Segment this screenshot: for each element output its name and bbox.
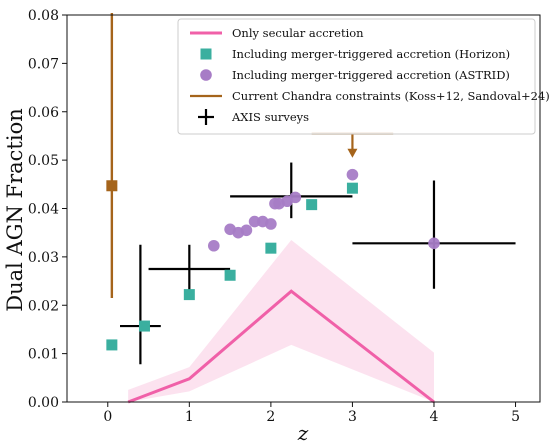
x-tick-label-2: 2 <box>266 409 275 425</box>
x-tick-label-3: 3 <box>348 409 357 425</box>
horizon-point-0 <box>106 339 118 351</box>
astrid-point-0 <box>207 239 220 252</box>
y-tick-label-5: 0.05 <box>28 153 59 169</box>
legend-label-2: Including merger-triggered accretion (AS… <box>232 68 510 82</box>
y-tick-label-1: 0.01 <box>28 347 59 363</box>
legend-label-4: AXIS surveys <box>231 110 309 124</box>
x-axis-title: z <box>297 421 309 445</box>
x-tick-label-1: 1 <box>185 409 194 425</box>
horizon-point-3 <box>224 269 236 281</box>
legend-label-3: Current Chandra constraints (Koss+12, Sa… <box>232 89 550 103</box>
y-tick-label-0: 0.00 <box>28 395 59 411</box>
y-tick-label-3: 0.03 <box>28 250 59 266</box>
horizon-point-4 <box>265 242 277 254</box>
legend-swatch-horizon <box>200 48 212 60</box>
legend-swatch-astrid <box>200 69 212 81</box>
legend-label-1: Including merger-triggered accretion (Ho… <box>232 47 510 61</box>
chandra-0-marker <box>106 180 118 192</box>
astrid-point-11 <box>346 168 359 181</box>
legend: Only secular accretion Including merger-t… <box>177 18 550 135</box>
astrid-point-3 <box>240 224 253 237</box>
y-tick-label-2: 0.02 <box>28 298 59 314</box>
horizon-point-6 <box>346 182 358 194</box>
secular-uncertainty-band <box>128 239 434 402</box>
plot-layer <box>106 13 516 404</box>
x-tick-label-0: 0 <box>103 409 112 425</box>
astrid-point-4 <box>248 215 261 228</box>
axes-layer: 0 1 2 3 4 5 0.00 0.01 0.02 0.03 0.04 0.05 0.06 0.07 0.… <box>28 8 541 425</box>
y-tick-label-6: 0.06 <box>28 105 59 121</box>
astrid-point-6 <box>265 218 277 230</box>
secular-accretion-line <box>127 289 435 404</box>
y-tick-label-8: 0.08 <box>28 8 59 24</box>
chandra-1-arrow-head <box>347 148 358 158</box>
astrid-point-10 <box>289 191 302 204</box>
y-tick-label-7: 0.07 <box>28 56 59 72</box>
x-tick-label-4: 4 <box>430 409 439 425</box>
astrid-point-12 <box>428 237 440 250</box>
legend-box <box>177 18 536 135</box>
horizon-point-1 <box>138 320 150 332</box>
horizon-point-2 <box>183 289 195 301</box>
legend-label-0: Only secular accretion <box>232 26 364 40</box>
x-tick-label-5: 5 <box>511 409 520 425</box>
y-tick-label-4: 0.04 <box>28 202 59 218</box>
horizon-point-5 <box>306 199 318 211</box>
y-axis-title: Dual AGN Fraction <box>3 108 27 311</box>
